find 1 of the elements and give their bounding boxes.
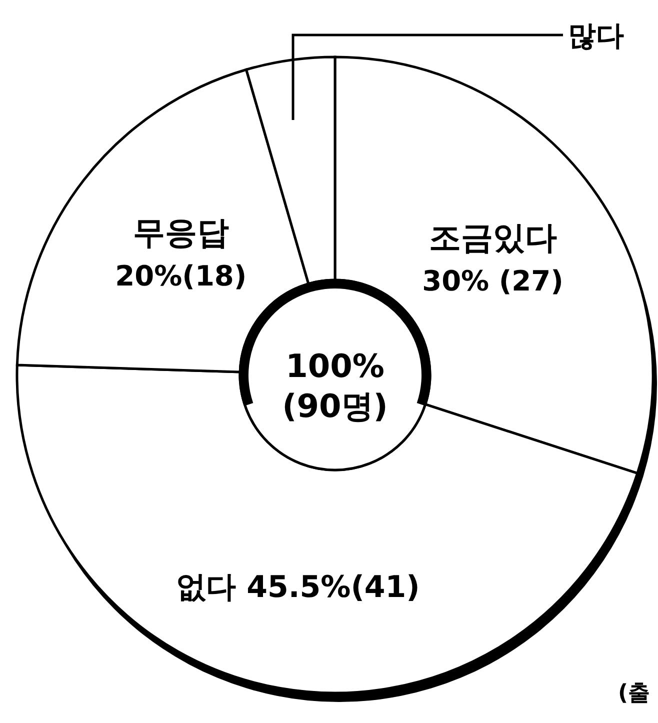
note: (출 [618, 681, 650, 706]
